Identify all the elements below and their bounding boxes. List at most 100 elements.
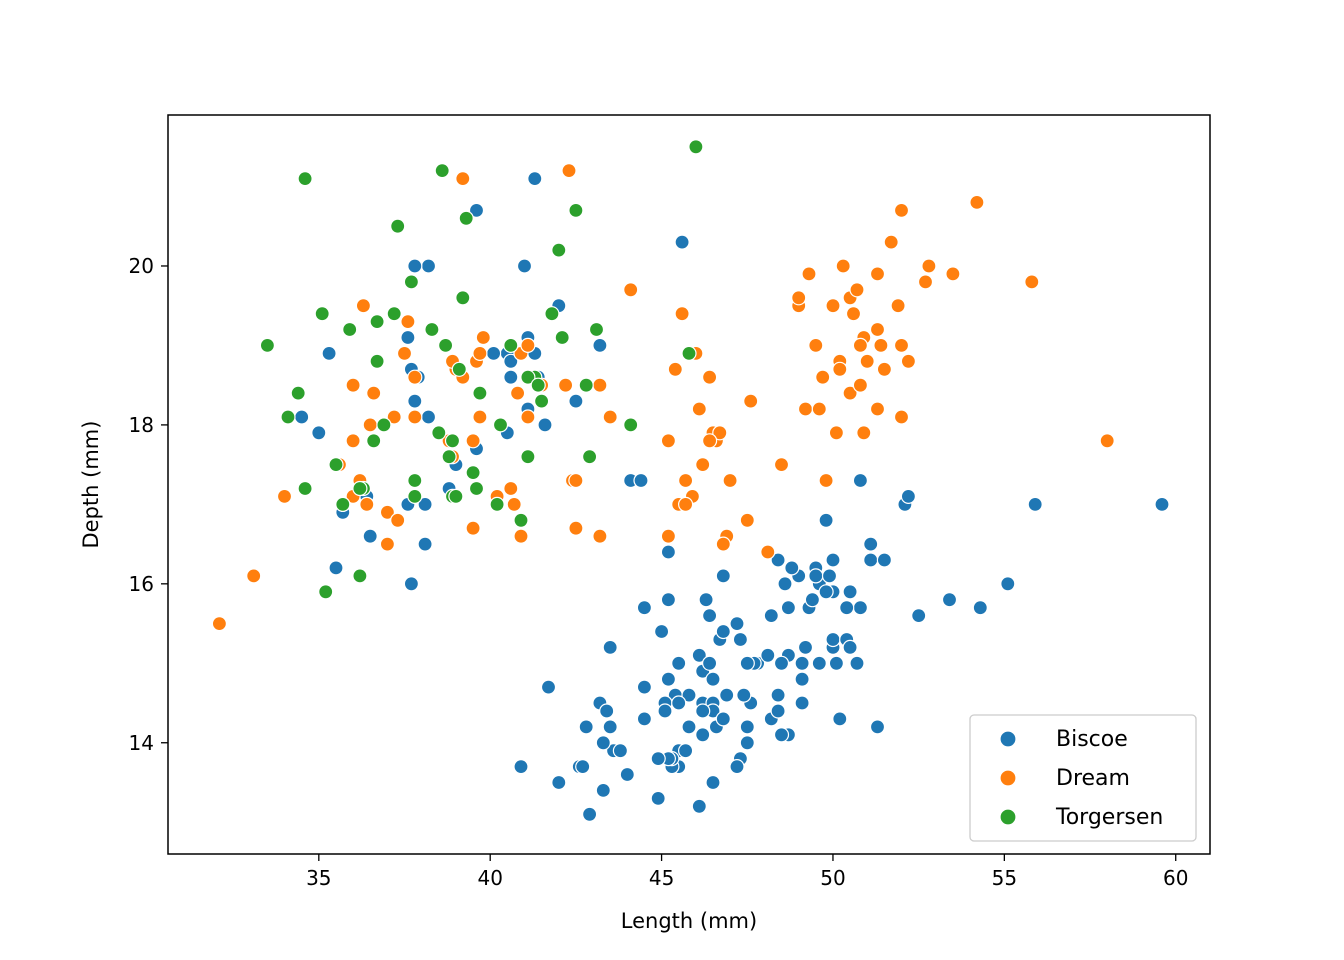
data-point xyxy=(335,496,351,512)
data-point xyxy=(671,695,687,711)
data-point xyxy=(297,480,313,497)
data-point xyxy=(468,202,485,218)
data-point xyxy=(407,369,423,385)
data-point xyxy=(318,584,334,600)
y-tick-label: 18 xyxy=(129,413,154,437)
data-point xyxy=(832,711,848,727)
data-point xyxy=(636,679,653,695)
data-point xyxy=(660,592,677,608)
data-point xyxy=(883,234,899,250)
data-point xyxy=(513,512,529,528)
legend-marker xyxy=(999,730,1017,748)
data-point xyxy=(845,306,862,322)
data-point xyxy=(739,655,755,671)
data-point xyxy=(451,361,467,377)
data-point xyxy=(472,409,488,425)
data-point xyxy=(921,258,937,274)
data-point xyxy=(592,377,608,393)
data-point xyxy=(739,735,755,751)
data-point xyxy=(533,393,550,409)
y-tick-label: 14 xyxy=(129,731,154,755)
data-point xyxy=(770,687,786,703)
data-point xyxy=(677,743,694,759)
legend-label: Biscoe xyxy=(1056,727,1128,752)
x-axis-ticks: 35 40 45 50 55 60 xyxy=(306,854,1188,890)
y-tick-label: 20 xyxy=(129,254,154,278)
data-point xyxy=(362,528,378,544)
data-point xyxy=(489,496,505,512)
data-point xyxy=(893,409,910,425)
x-axis-label: Length (mm) xyxy=(621,909,757,933)
data-point xyxy=(801,266,817,282)
data-point xyxy=(701,433,718,449)
data-point xyxy=(400,329,416,346)
data-point xyxy=(1024,274,1040,290)
data-point xyxy=(465,433,481,449)
data-point xyxy=(719,687,735,703)
data-point xyxy=(681,687,697,703)
data-point xyxy=(650,790,666,807)
data-point xyxy=(441,449,457,465)
data-point xyxy=(211,615,227,632)
data-point xyxy=(314,306,330,322)
data-point xyxy=(859,353,875,369)
data-point xyxy=(818,472,834,489)
data-point xyxy=(674,306,690,322)
legend-label: Dream xyxy=(1056,766,1130,791)
data-point xyxy=(691,401,707,417)
plot-area xyxy=(211,139,1170,822)
data-point xyxy=(1099,433,1115,449)
data-point xyxy=(825,552,841,568)
x-tick-label: 50 xyxy=(820,866,845,890)
data-point xyxy=(657,703,673,719)
data-point xyxy=(396,345,413,361)
data-point xyxy=(773,457,790,473)
data-point xyxy=(438,337,454,353)
data-point xyxy=(290,385,306,401)
data-point xyxy=(688,139,704,155)
data-point xyxy=(612,743,629,759)
axes-frame xyxy=(167,114,1211,855)
data-point xyxy=(667,361,683,377)
data-point xyxy=(379,504,395,520)
data-point xyxy=(355,298,371,314)
data-point xyxy=(869,719,886,735)
data-point xyxy=(691,798,707,814)
data-point xyxy=(695,457,711,473)
data-point xyxy=(695,703,711,719)
data-point xyxy=(297,171,313,187)
data-point xyxy=(468,480,485,497)
data-point xyxy=(818,584,834,600)
data-point xyxy=(520,449,536,465)
y-axis-label: Depth (mm) xyxy=(79,421,103,549)
data-point xyxy=(701,369,718,385)
data-point xyxy=(760,647,776,663)
data-point xyxy=(760,544,776,560)
data-point xyxy=(366,385,382,401)
data-point xyxy=(917,274,934,290)
data-point xyxy=(863,552,879,568)
data-point xyxy=(701,607,718,624)
data-point xyxy=(602,639,618,656)
data-point xyxy=(458,210,474,226)
data-point xyxy=(671,655,687,671)
data-point xyxy=(681,345,697,361)
data-point xyxy=(893,337,910,353)
data-point xyxy=(677,496,694,512)
data-point xyxy=(828,655,845,671)
data-point xyxy=(852,472,869,489)
data-point xyxy=(811,401,827,417)
data-point xyxy=(835,258,851,274)
data-point xyxy=(712,425,728,441)
data-point xyxy=(578,719,594,735)
data-point xyxy=(780,600,797,616)
data-point xyxy=(509,385,526,401)
data-point xyxy=(743,393,759,409)
data-point xyxy=(379,536,395,552)
data-point xyxy=(911,607,927,624)
data-point xyxy=(342,321,358,338)
data-point xyxy=(852,377,869,393)
data-point xyxy=(386,306,402,322)
data-point xyxy=(633,472,649,489)
